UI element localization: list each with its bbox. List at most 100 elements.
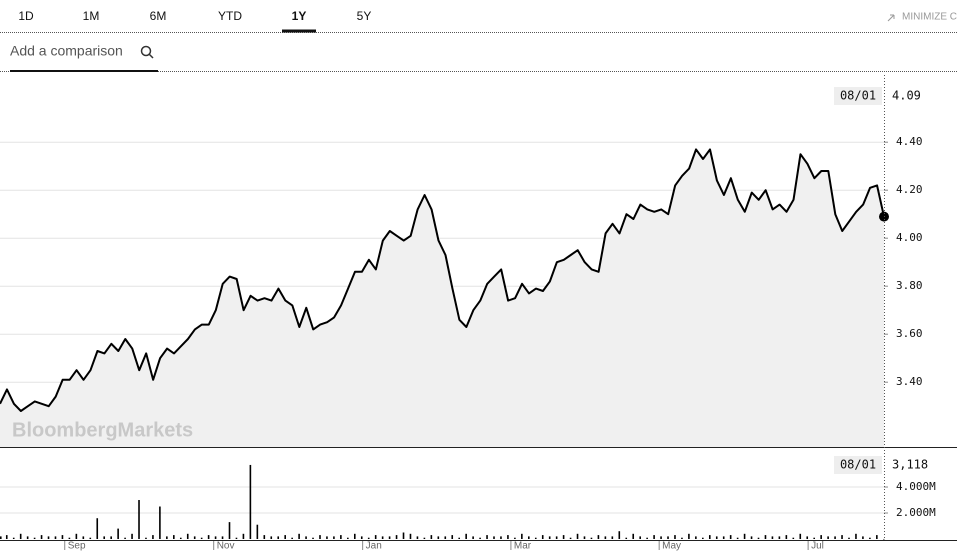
volume-bar (333, 536, 335, 539)
y-tick-label: 3.40 (896, 375, 923, 388)
volume-bar (771, 536, 774, 539)
volume-bar (820, 535, 822, 539)
volume-bar (743, 533, 746, 539)
volume-bar (493, 536, 495, 539)
volume-bar (729, 535, 732, 539)
volume-bar (855, 533, 857, 539)
watermark: BloombergMarkets (12, 419, 193, 441)
volume-bar (305, 536, 307, 539)
readout-value: 3,118 (892, 458, 928, 472)
volume-bar (138, 500, 140, 539)
y-tick-label: 4.000M (896, 480, 936, 493)
volume-bar (451, 535, 454, 539)
volume-bar (569, 537, 572, 539)
comparison-input[interactable]: Add a comparison (10, 43, 123, 59)
volume-bar (166, 536, 168, 539)
volume-bar (89, 537, 92, 539)
volume-bar (514, 537, 516, 539)
volume-bar (869, 537, 871, 539)
volume-bar (103, 536, 106, 539)
volume-bar (145, 537, 147, 539)
volume-bar (242, 533, 245, 539)
volume-bar (131, 533, 133, 539)
volume-bar (653, 535, 655, 539)
tab[interactable]: 1M (83, 9, 100, 23)
volume-bar (298, 533, 300, 539)
volume-bar (19, 533, 22, 539)
volume-bar (583, 536, 586, 539)
volume-bar (249, 464, 252, 539)
volume-bar (26, 536, 29, 539)
volume-bar (117, 528, 119, 539)
tab[interactable]: 1D (18, 9, 34, 23)
volume-bar (179, 537, 182, 539)
tab[interactable]: YTD (218, 9, 242, 23)
volume-bar (235, 537, 238, 539)
volume-bar (646, 537, 648, 539)
volume-bar (430, 535, 433, 539)
volume-bar (395, 535, 398, 539)
volume-bar (834, 536, 836, 539)
volume-bar (221, 536, 224, 539)
volume-bar (618, 531, 621, 539)
volume-bar (124, 537, 126, 539)
volume-bar (465, 533, 467, 539)
readout-value: 4.09 (892, 89, 921, 103)
volume-bar (688, 533, 690, 539)
volume-bar (764, 535, 767, 539)
search-icon[interactable] (140, 45, 154, 59)
x-tick-label: Mar (514, 541, 532, 552)
volume-bar (423, 537, 426, 539)
volume-bar (82, 536, 85, 539)
tab[interactable]: 1Y (292, 9, 307, 23)
volume-bar (521, 533, 523, 539)
volume-bar (708, 535, 711, 539)
volume-bar (458, 537, 461, 539)
volume-bar (778, 536, 781, 539)
volume-bar (207, 535, 210, 539)
volume-bar (632, 533, 635, 539)
volume-bar (0, 536, 2, 539)
volume-bar (353, 533, 356, 539)
tab[interactable]: 5Y (357, 9, 372, 23)
y-tick-label: 4.00 (896, 231, 923, 244)
volume-bar (40, 535, 43, 539)
volume-bar (312, 537, 314, 539)
volume-bar (548, 536, 551, 539)
x-tick-label: Sep (68, 541, 86, 552)
volume-bar (472, 536, 474, 539)
volume-bar (340, 535, 342, 539)
volume-bar (214, 536, 217, 539)
x-tick-label: May (662, 541, 681, 552)
volume-bar (367, 537, 370, 539)
readout-box (834, 87, 882, 105)
volume-bar (186, 533, 189, 539)
volume-bar (360, 536, 363, 539)
volume-bar (695, 536, 697, 539)
tab[interactable]: 6M (150, 9, 167, 23)
volume-bar (625, 537, 628, 539)
minimize[interactable]: MINIMIZE C (902, 12, 957, 23)
volume-bar (848, 537, 850, 539)
volume-bar (555, 536, 558, 539)
x-tick-label: Jan (366, 541, 382, 552)
volume-bar (47, 536, 50, 539)
volume-bar (200, 537, 203, 539)
volume-bar (402, 532, 405, 539)
volume-bar (528, 536, 530, 539)
volume-bar (590, 537, 593, 539)
volume-bar (639, 536, 641, 539)
volume-bar (228, 522, 231, 539)
volume-bar (193, 536, 196, 539)
volume-bar (736, 537, 739, 539)
volume-bar (500, 536, 502, 539)
volume-bar (444, 536, 447, 539)
volume-bar (33, 537, 36, 539)
volume-bar (437, 536, 440, 539)
volume-bar (263, 535, 266, 539)
volume-bar (792, 537, 795, 539)
volume-bar (715, 536, 718, 539)
price-area (0, 149, 884, 447)
readout-date: 08/01 (840, 458, 876, 472)
